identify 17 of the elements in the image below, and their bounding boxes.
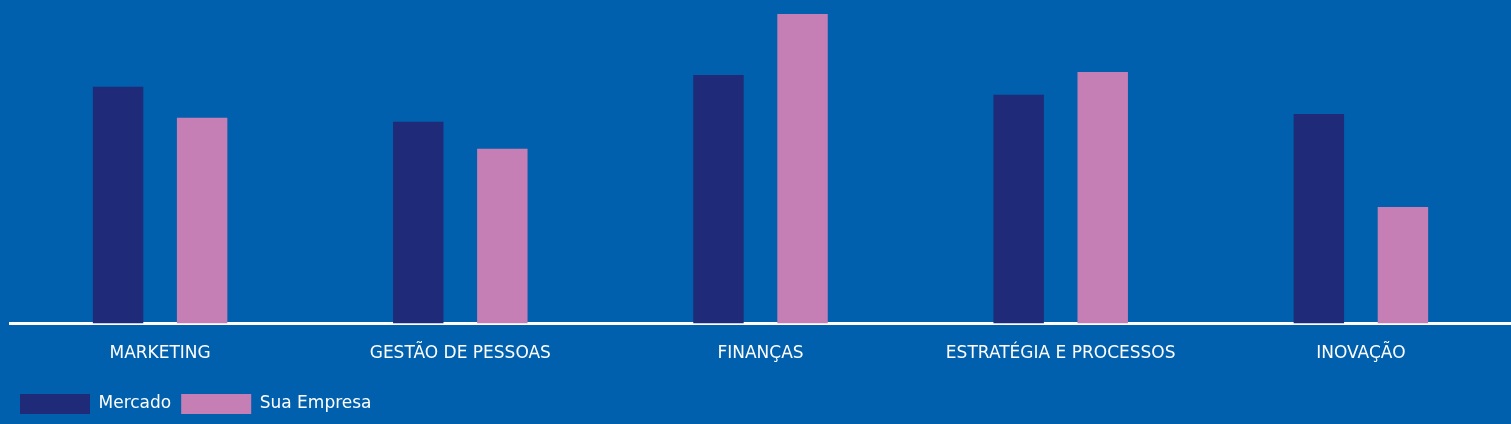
bar	[176, 117, 228, 324]
bar	[1293, 114, 1345, 324]
x-tick-label: INOVAÇÃO	[1316, 341, 1406, 363]
bar	[693, 74, 744, 324]
legend-label: Sua Empresa	[259, 392, 372, 413]
bar	[777, 14, 828, 324]
legend-label: Mercado	[98, 392, 172, 413]
x-tick-label: GESTÃO DE PESSOAS	[369, 341, 551, 363]
bar	[393, 121, 444, 324]
bar	[92, 86, 144, 324]
bar	[1077, 71, 1128, 324]
x-tick-label: FINANÇAS	[717, 342, 804, 363]
bar	[1377, 206, 1429, 324]
bar	[477, 148, 528, 324]
x-tick-label: MARKETING	[109, 342, 211, 363]
bar	[993, 94, 1044, 324]
x-tick-label: ESTRATÉGIA E PROCESSOS	[945, 341, 1176, 363]
